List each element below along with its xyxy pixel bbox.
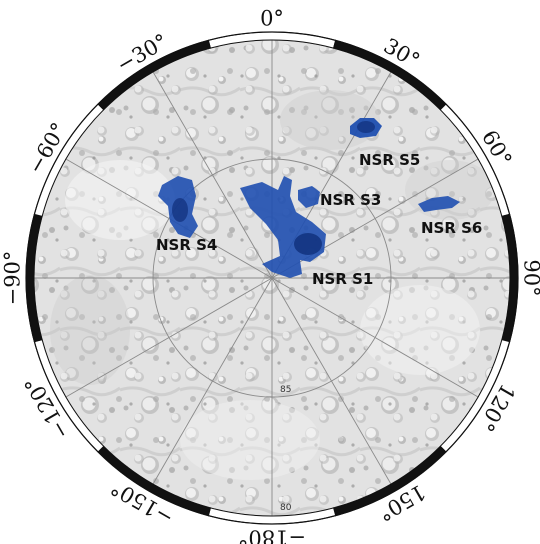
region-label-s1: NSR S1 bbox=[312, 270, 373, 288]
parallel-circle bbox=[152, 158, 392, 398]
longitude-label: 0° bbox=[260, 7, 284, 31]
region-nsr-s5 bbox=[350, 118, 382, 138]
region-core-s5 bbox=[357, 121, 375, 133]
region-label-s6: NSR S6 bbox=[421, 219, 482, 237]
map-border bbox=[25, 31, 519, 525]
longitude-label: 90° bbox=[520, 259, 540, 296]
latitude-label-80: 80 bbox=[280, 503, 292, 513]
latitude-label-85: 85 bbox=[280, 385, 291, 395]
longitude-label: −180° bbox=[238, 526, 306, 544]
region-core-s1 bbox=[294, 233, 322, 255]
border-outer-circle bbox=[25, 31, 519, 525]
region-nsr-s3-s1 bbox=[240, 176, 326, 278]
longitude-label: −90° bbox=[1, 251, 25, 306]
region-nsr-s4 bbox=[158, 176, 198, 238]
region-shape-s3 bbox=[298, 186, 320, 208]
region-label-s5: NSR S5 bbox=[359, 151, 420, 169]
region-label-s4: NSR S4 bbox=[156, 236, 217, 254]
region-shape-s6 bbox=[418, 196, 460, 212]
region-core-s4 bbox=[172, 198, 188, 222]
region-label-s3: NSR S3 bbox=[320, 191, 381, 209]
region-nsr-s6 bbox=[418, 196, 460, 212]
